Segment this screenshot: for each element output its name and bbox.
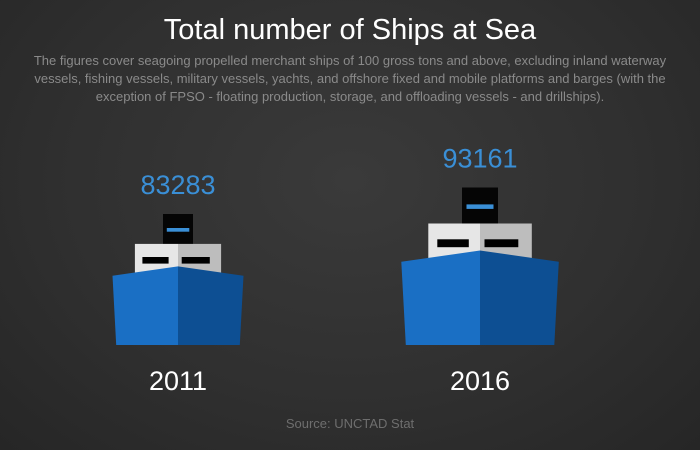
- ship-window: [142, 257, 169, 264]
- ship-2011: [112, 214, 244, 345]
- ship-hull-right: [178, 266, 244, 345]
- category-label-2011: 2011: [149, 366, 207, 396]
- chart-subtitle: The figures cover seagoing propelled mer…: [33, 53, 667, 104]
- ship-funnel-stripe: [166, 228, 190, 232]
- ship-hull-left: [401, 250, 480, 345]
- ship-2016: [401, 187, 559, 345]
- ship-window: [181, 257, 210, 264]
- ship-window: [437, 239, 469, 248]
- ship-window: [484, 239, 519, 248]
- category-label-2016: 2016: [450, 366, 510, 396]
- ship-funnel-stripe: [466, 204, 494, 209]
- ship-hull-right: [480, 250, 559, 345]
- value-label-2011: 83283: [140, 170, 215, 200]
- value-label-2016: 93161: [442, 144, 517, 174]
- chart-title: Total number of Ships at Sea: [163, 14, 537, 46]
- ship-hull-left: [112, 266, 178, 345]
- source-note: Source: UNCTAD Stat: [285, 416, 415, 431]
